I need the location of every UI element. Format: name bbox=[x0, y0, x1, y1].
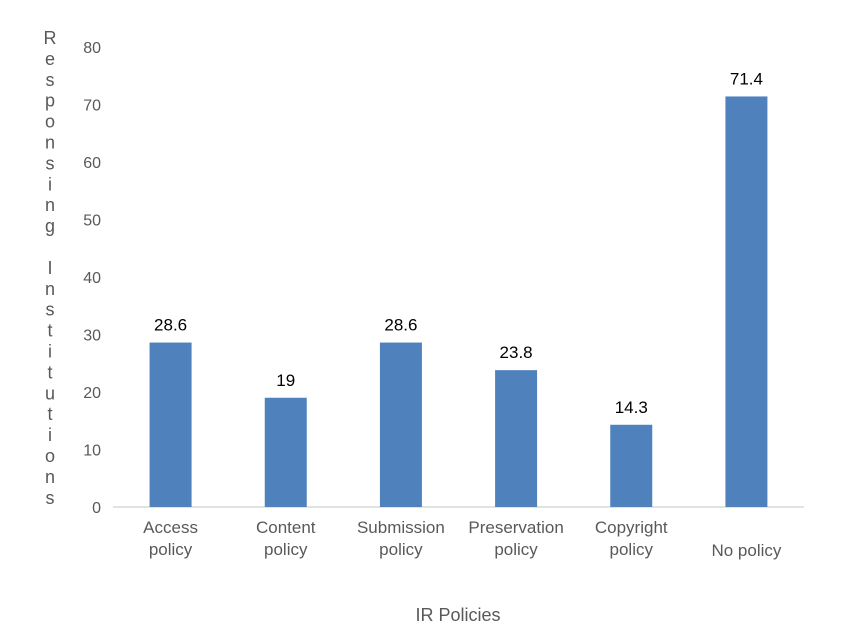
y-tick-label: 50 bbox=[83, 213, 101, 230]
bar bbox=[264, 397, 307, 507]
category-labels: Access policy Content policy Submission polic… bbox=[143, 518, 782, 560]
y-axis-ticks: 0 10 20 30 40 50 60 70 80 bbox=[83, 40, 101, 517]
data-label: 19 bbox=[276, 371, 295, 390]
category-label: Content policy bbox=[256, 518, 316, 559]
bar bbox=[610, 424, 653, 507]
y-tick-label: 10 bbox=[83, 443, 101, 460]
y-tick-label: 20 bbox=[83, 385, 101, 402]
category-label: No policy bbox=[711, 541, 781, 560]
data-label: 14.3 bbox=[615, 398, 648, 417]
bar bbox=[495, 370, 538, 507]
y-tick-label: 40 bbox=[83, 270, 101, 287]
category-label: Copyright policy bbox=[595, 518, 668, 559]
category-label: Access policy bbox=[143, 518, 198, 559]
data-label: 23.8 bbox=[500, 343, 533, 362]
data-label: 71.4 bbox=[730, 69, 763, 88]
y-tick-label: 30 bbox=[83, 328, 101, 345]
category-label: Submission policy bbox=[357, 518, 445, 559]
x-axis-title: IR Policies bbox=[415, 605, 500, 625]
data-labels: 28.6 19 28.6 23.8 14.3 71.4 bbox=[154, 69, 763, 416]
y-tick-label: 80 bbox=[83, 40, 101, 57]
data-label: 28.6 bbox=[384, 316, 417, 335]
bar bbox=[379, 342, 422, 507]
y-tick-label: 70 bbox=[83, 98, 101, 115]
bar bbox=[725, 96, 768, 507]
y-tick-label: 0 bbox=[92, 500, 101, 517]
bars bbox=[149, 96, 768, 507]
y-tick-label: 60 bbox=[83, 155, 101, 172]
bar bbox=[149, 342, 192, 507]
data-label: 28.6 bbox=[154, 316, 187, 335]
category-label: Preservation policy bbox=[468, 518, 563, 559]
